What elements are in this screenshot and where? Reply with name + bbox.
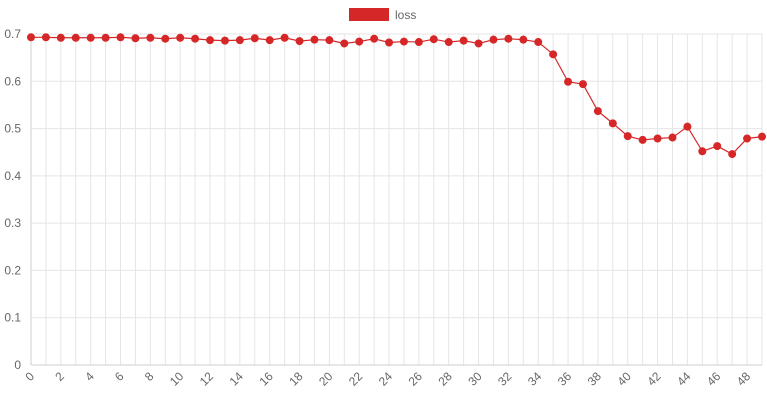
data-point-loss[interactable] bbox=[444, 38, 453, 47]
x-tick-label: 22 bbox=[346, 369, 366, 389]
x-tick-label: 36 bbox=[555, 369, 575, 389]
data-point-loss[interactable] bbox=[295, 37, 304, 46]
data-point-loss[interactable] bbox=[593, 107, 602, 116]
x-tick-label: 48 bbox=[734, 369, 754, 389]
data-point-loss[interactable] bbox=[429, 35, 438, 44]
x-tick-label: 44 bbox=[674, 369, 694, 389]
data-point-loss[interactable] bbox=[340, 39, 349, 48]
data-point-loss[interactable] bbox=[623, 132, 632, 141]
series-line-loss bbox=[31, 36, 763, 155]
legend-label-loss: loss bbox=[395, 8, 416, 22]
x-tick-label: 26 bbox=[406, 369, 426, 389]
data-point-loss[interactable] bbox=[653, 134, 662, 143]
x-tick-label: 40 bbox=[615, 369, 635, 389]
data-point-loss[interactable] bbox=[131, 34, 140, 43]
y-tick-label: 0.5 bbox=[4, 122, 21, 136]
data-point-loss[interactable] bbox=[683, 122, 692, 131]
x-tick-label: 32 bbox=[495, 369, 515, 389]
data-point-loss[interactable] bbox=[698, 147, 707, 156]
data-point-loss[interactable] bbox=[41, 33, 50, 42]
y-tick-label: 0.2 bbox=[4, 263, 21, 277]
y-tick-label: 0.4 bbox=[4, 169, 21, 183]
x-tick-label: 12 bbox=[197, 369, 217, 389]
y-tick-label: 0 bbox=[14, 358, 21, 372]
x-tick-label: 30 bbox=[465, 369, 485, 389]
x-tick-label: 18 bbox=[286, 369, 306, 389]
data-point-loss[interactable] bbox=[206, 36, 215, 45]
grid bbox=[30, 33, 763, 366]
data-point-loss[interactable] bbox=[161, 34, 170, 43]
x-tick-label: 2 bbox=[52, 369, 67, 384]
data-point-loss[interactable] bbox=[713, 142, 722, 151]
data-point-loss[interactable] bbox=[519, 35, 528, 44]
data-point-loss[interactable] bbox=[116, 33, 125, 42]
x-tick-label: 46 bbox=[704, 369, 724, 389]
data-point-loss[interactable] bbox=[146, 33, 155, 42]
legend[interactable]: loss bbox=[349, 8, 416, 22]
data-point-loss[interactable] bbox=[474, 39, 483, 48]
data-point-loss[interactable] bbox=[385, 38, 394, 47]
data-point-loss[interactable] bbox=[280, 33, 289, 42]
x-tick-label: 14 bbox=[227, 369, 247, 389]
x-tick-label: 28 bbox=[435, 369, 455, 389]
data-point-loss[interactable] bbox=[250, 34, 259, 43]
x-tick-label: 42 bbox=[644, 369, 664, 389]
data-point-loss[interactable] bbox=[549, 50, 558, 59]
data-point-loss[interactable] bbox=[638, 135, 647, 144]
x-tick-label: 24 bbox=[376, 369, 396, 389]
x-tick-label: 20 bbox=[316, 369, 336, 389]
data-point-loss[interactable] bbox=[27, 33, 35, 42]
data-point-loss[interactable] bbox=[608, 119, 617, 128]
data-point-loss[interactable] bbox=[578, 80, 587, 89]
data-point-loss[interactable] bbox=[265, 36, 274, 45]
data-point-loss[interactable] bbox=[743, 134, 752, 143]
data-point-loss[interactable] bbox=[355, 37, 364, 46]
data-point-loss[interactable] bbox=[728, 150, 737, 159]
series-loss bbox=[27, 33, 766, 159]
data-point-loss[interactable] bbox=[534, 38, 543, 47]
data-point-loss[interactable] bbox=[414, 38, 423, 47]
data-point-loss[interactable] bbox=[220, 36, 229, 45]
x-tick-label: 16 bbox=[256, 369, 276, 389]
y-tick-label: 0.1 bbox=[4, 311, 21, 325]
y-tick-label: 0.6 bbox=[4, 74, 21, 88]
x-tick-label: 34 bbox=[525, 369, 545, 389]
x-tick-label: 10 bbox=[167, 369, 187, 389]
data-point-loss[interactable] bbox=[504, 34, 513, 43]
data-point-loss[interactable] bbox=[310, 35, 319, 44]
x-tick-label: 38 bbox=[585, 369, 605, 389]
data-point-loss[interactable] bbox=[56, 33, 65, 42]
x-tick-label: 8 bbox=[142, 369, 157, 384]
data-point-loss[interactable] bbox=[564, 77, 573, 86]
data-point-loss[interactable] bbox=[86, 33, 95, 42]
legend-swatch-loss bbox=[349, 8, 389, 21]
x-tick-label: 0 bbox=[22, 369, 37, 384]
data-point-loss[interactable] bbox=[176, 33, 185, 42]
data-point-loss[interactable] bbox=[191, 34, 200, 43]
y-tick-label: 0.3 bbox=[4, 216, 21, 230]
x-tick-label: 6 bbox=[112, 369, 127, 384]
data-point-loss[interactable] bbox=[489, 35, 498, 44]
data-point-loss[interactable] bbox=[370, 34, 379, 43]
data-point-loss[interactable] bbox=[235, 36, 244, 45]
data-point-loss[interactable] bbox=[325, 36, 334, 45]
data-point-loss[interactable] bbox=[668, 133, 677, 142]
data-point-loss[interactable] bbox=[71, 33, 80, 42]
data-point-loss[interactable] bbox=[101, 33, 110, 42]
y-tick-label: 0.7 bbox=[4, 27, 21, 41]
data-point-loss[interactable] bbox=[459, 36, 468, 45]
x-tick-label: 4 bbox=[82, 369, 97, 384]
data-point-loss[interactable] bbox=[758, 132, 766, 141]
data-point-loss[interactable] bbox=[399, 37, 408, 46]
